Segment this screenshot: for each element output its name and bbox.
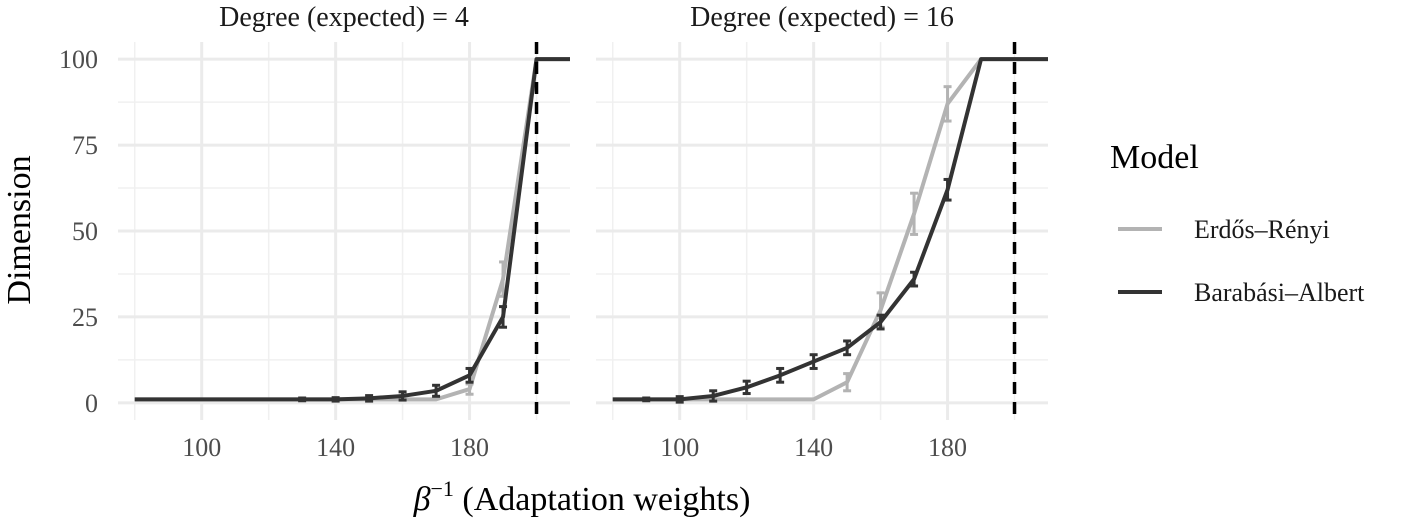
- error-bar-baraba-si-albert: [499, 305, 508, 329]
- x-axis-title: β−1 (Adaptation weights): [413, 476, 751, 518]
- error-bar-baraba-si-albert: [809, 353, 818, 370]
- error-bar-baraba-si-albert: [742, 379, 751, 396]
- panel-title: Degree (expected) = 4: [219, 2, 469, 33]
- plot-area: [134, 57, 570, 403]
- error-bar-baraba-si-albert: [331, 396, 340, 403]
- error-bar-baraba-si-albert: [910, 270, 919, 288]
- error-bar-baraba-si-albert: [465, 366, 474, 384]
- panel-2: Degree (expected) = 16 100 140 180: [596, 2, 1048, 462]
- error-bar-baraba-si-albert: [876, 313, 885, 331]
- error-bar-baraba-si-albert: [432, 383, 441, 398]
- x-axis-text: (Adaptation weights): [454, 481, 751, 518]
- panel-title: Degree (expected) = 16: [690, 2, 954, 33]
- y-tick-label: 75: [72, 131, 98, 160]
- error-bar-erdo-s-re-nyi: [943, 85, 952, 123]
- plot-area: [612, 57, 1048, 404]
- x-tick-label: 180: [450, 433, 489, 462]
- legend-label-barabasi-albert: Barabási–Albert: [1194, 278, 1365, 307]
- error-bar-baraba-si-albert: [298, 396, 307, 403]
- legend-title: Model: [1110, 139, 1199, 176]
- x-axis-symbol: β: [413, 481, 431, 518]
- panel-1: Degree (expected) = 4 100 140 180 0 25 50 75 100: [59, 2, 570, 462]
- x-tick-label: 180: [928, 433, 967, 462]
- error-bar-baraba-si-albert: [365, 394, 374, 403]
- x-tick-label: 140: [316, 433, 355, 462]
- legend: Model Erdős–Rényi Barabási–Albert: [1110, 139, 1365, 307]
- error-bar-erdo-s-re-nyi: [910, 191, 919, 236]
- error-bar-baraba-si-albert: [709, 389, 718, 403]
- x-tick-label: 100: [660, 433, 699, 462]
- y-axis-title: Dimension: [1, 155, 38, 304]
- error-bar-baraba-si-albert: [943, 177, 952, 202]
- y-tick-label: 100: [59, 45, 98, 74]
- error-bar-baraba-si-albert: [675, 395, 684, 404]
- legend-label-erdos-renyi: Erdős–Rényi: [1194, 215, 1330, 244]
- error-bar-erdo-s-re-nyi: [843, 372, 852, 393]
- chart-panels: Degree (expected) = 4 100 140 180 0 25 50 75 100…: [59, 2, 1048, 462]
- x-tick-label: 140: [794, 433, 833, 462]
- error-bar-baraba-si-albert: [776, 366, 785, 384]
- y-tick-label: 25: [72, 303, 98, 332]
- y-tick-label: 0: [85, 389, 98, 418]
- error-bar-baraba-si-albert: [642, 396, 651, 403]
- x-tick-label: 100: [182, 433, 221, 462]
- error-bar-baraba-si-albert: [843, 339, 852, 357]
- error-bar-erdo-s-re-nyi: [465, 382, 474, 396]
- x-axis-exponent: −1: [431, 476, 454, 501]
- y-tick-label: 50: [72, 217, 98, 246]
- series-line-baraba-si-albert: [134, 57, 570, 402]
- series-line-baraba-si-albert: [612, 57, 1048, 402]
- error-bar-baraba-si-albert: [398, 390, 407, 402]
